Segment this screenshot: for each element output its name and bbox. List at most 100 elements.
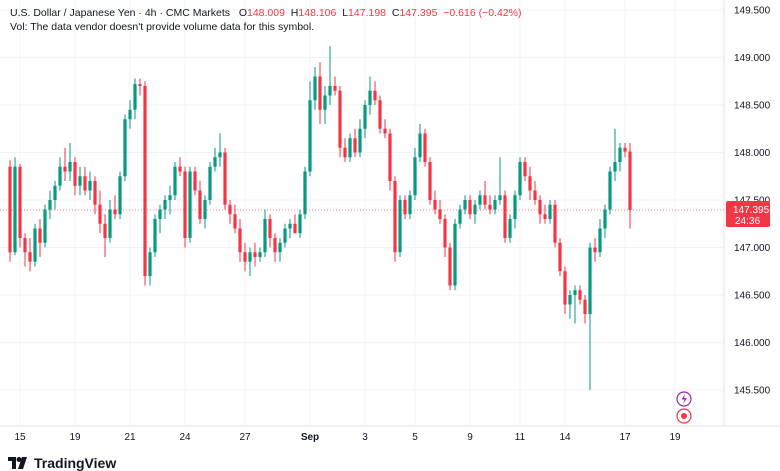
- candle-body: [558, 242, 562, 272]
- candle-body: [623, 147, 627, 152]
- time-tick-label: 17: [619, 432, 631, 443]
- candle-body: [173, 166, 177, 196]
- price-tick-label: 146.000: [734, 338, 771, 349]
- candle-body: [488, 204, 492, 210]
- candle-body: [508, 219, 512, 238]
- time-tick-label: 5: [412, 432, 418, 443]
- legend-high-value: 148.106: [298, 7, 337, 19]
- time-tick-label: 27: [239, 432, 251, 443]
- candle-body: [438, 209, 442, 219]
- candle-body: [458, 209, 462, 224]
- candle-body: [503, 195, 507, 238]
- candle-body: [18, 166, 22, 238]
- grid-lines: [0, 0, 780, 427]
- candle-body: [603, 209, 607, 229]
- event-markers[interactable]: [676, 391, 692, 424]
- candle-body: [303, 171, 307, 215]
- price-tag-countdown: 24:36: [735, 216, 760, 227]
- time-tick-label: 24: [179, 432, 191, 443]
- candle-body: [68, 162, 72, 172]
- price-tick-label: 147.000: [734, 243, 771, 254]
- candle-body: [328, 86, 332, 96]
- candle-body: [108, 209, 112, 238]
- candle-body: [168, 195, 172, 200]
- time-tick-label: 11: [515, 432, 526, 443]
- time-tick-label: 3: [362, 432, 368, 443]
- candle-body: [533, 190, 537, 200]
- time-tick-label: 14: [559, 432, 571, 443]
- candle-body: [103, 223, 107, 238]
- legend-close-value: 147.395: [399, 7, 438, 19]
- candle-body: [528, 176, 532, 191]
- candle-body: [373, 90, 377, 101]
- candle-body: [423, 133, 427, 162]
- legend-symbol[interactable]: U.S. Dollar / Japanese Yen: [10, 7, 136, 19]
- price-tag: 147.395 24:36: [726, 200, 770, 227]
- tradingview-logo[interactable]: TradingView: [8, 455, 116, 471]
- time-axis[interactable]: 15 19 21 24 27 Sep 3 5 9 11 14 17 19: [14, 432, 681, 443]
- candle-body: [443, 219, 447, 248]
- legend-close-label: C: [391, 7, 400, 19]
- dividend-event-icon[interactable]: [676, 391, 692, 407]
- candle-body: [163, 200, 167, 210]
- candle-body: [33, 228, 37, 262]
- candle-body: [223, 152, 227, 205]
- candle-body: [583, 299, 587, 314]
- candle-body: [258, 252, 262, 257]
- volume-note: Vol: The data vendor doesn't provide vol…: [10, 21, 315, 33]
- candle-body: [568, 295, 572, 305]
- candle-body: [268, 219, 272, 238]
- candle-body: [513, 195, 517, 219]
- chart-legend[interactable]: U.S. Dollar / Japanese Yen · 4h · CMC Ma…: [10, 6, 522, 34]
- candle-body: [288, 223, 292, 229]
- candle-body: [278, 242, 282, 253]
- candle-body: [358, 128, 362, 153]
- candle-body: [98, 204, 102, 224]
- time-tick-label: Sep: [301, 432, 319, 443]
- candle-body: [498, 195, 502, 200]
- candle-body: [123, 119, 127, 177]
- candle-body: [53, 185, 57, 200]
- candle-body: [43, 209, 47, 243]
- candle-body: [588, 247, 592, 314]
- candle-body: [388, 133, 392, 181]
- time-tick-label: 15: [14, 432, 26, 443]
- candle-body: [548, 204, 552, 219]
- price-tick-label: 149.000: [734, 53, 771, 64]
- candle-body: [28, 252, 32, 262]
- price-tick-label: 148.500: [734, 101, 771, 112]
- candle-body: [408, 195, 412, 215]
- candle-body: [83, 176, 87, 191]
- time-tick-label: 9: [467, 432, 473, 443]
- price-tick-label: 149.500: [734, 6, 771, 17]
- candle-body: [538, 200, 542, 215]
- candle-body: [483, 195, 487, 205]
- candle-body: [78, 176, 82, 186]
- candle-body: [283, 228, 287, 243]
- candle-body: [243, 252, 247, 262]
- price-tag-background: [726, 200, 770, 227]
- candle-body: [613, 162, 617, 172]
- candle-body: [238, 228, 242, 253]
- candle-body: [113, 209, 117, 215]
- candle-body: [313, 76, 317, 101]
- legend-low-label: L: [342, 7, 349, 19]
- earnings-event-icon[interactable]: [676, 408, 692, 424]
- candle-body: [338, 90, 342, 148]
- candle-body: [208, 166, 212, 200]
- candle-body: [473, 204, 477, 215]
- candle-body: [273, 238, 277, 253]
- candle-body: [578, 290, 582, 300]
- candle-body: [23, 238, 27, 253]
- candle-body: [253, 252, 257, 257]
- candle-body: [128, 109, 132, 120]
- candle-body: [333, 86, 337, 91]
- candle-body: [563, 271, 567, 305]
- candle-body: [63, 166, 67, 172]
- candle-body: [378, 100, 382, 129]
- price-tick-label: 145.500: [734, 386, 771, 397]
- candle-body: [58, 166, 62, 186]
- price-tick-label: 146.500: [734, 291, 771, 302]
- candle-body: [203, 200, 207, 219]
